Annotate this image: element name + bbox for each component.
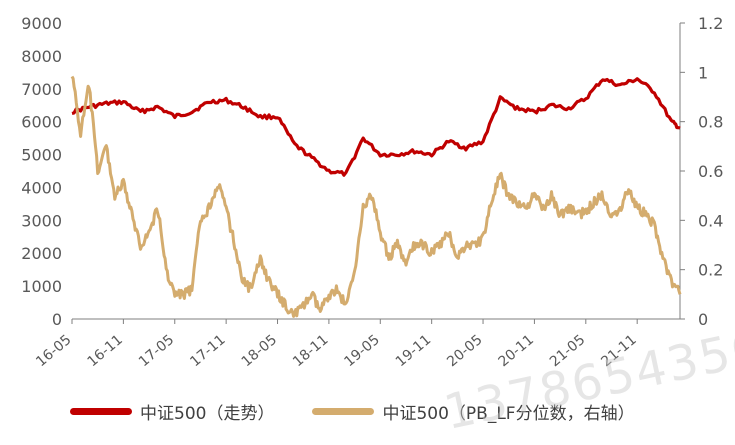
left-axis-tick-label: 7000 [21, 80, 62, 99]
legend-label-pb-percentile: 中证500（PB_LF分位数，右轴） [382, 403, 635, 424]
x-axis-tick-label: 19-05 [341, 332, 382, 370]
legend-item-pb-percentile: 中证500（PB_LF分位数，右轴） [312, 399, 635, 424]
right-axis-tick-label: 0.2 [698, 261, 723, 280]
x-axis-tick-label: 21-11 [598, 332, 639, 370]
left-axis-tick-label: 8000 [21, 47, 62, 66]
x-axis-tick-label: 20-05 [444, 332, 485, 370]
left-axis-tick-label: 6000 [21, 113, 62, 132]
right-axis-tick-label: 1.2 [698, 14, 723, 33]
x-axis-tick-label: 19-11 [393, 332, 434, 370]
x-axis-tick-label: 18-05 [239, 332, 280, 370]
chart-legend: 中证500（走势） 中证500（PB_LF分位数，右轴） [70, 396, 673, 426]
x-axis-tick-label: 17-11 [187, 332, 228, 370]
right-axis-tick-label: 0.4 [698, 211, 723, 230]
x-axis-tick-label: 16-05 [33, 332, 74, 370]
left-axis-tick-label: 4000 [21, 178, 62, 197]
legend-swatch-index [70, 407, 132, 415]
left-axis-tick-label: 9000 [21, 14, 62, 33]
left-axis-tick-label: 2000 [21, 244, 62, 263]
left-axis-tick-label: 5000 [21, 146, 62, 165]
x-axis-tick-label: 21-05 [547, 332, 588, 370]
legend-item-index: 中证500（走势） [70, 399, 274, 424]
x-axis-tick-label: 18-11 [290, 332, 331, 370]
left-axis-tick-label: 1000 [21, 277, 62, 296]
x-axis-tick-label: 20-11 [496, 332, 537, 370]
left-axis-tick-label: 0 [52, 310, 62, 329]
legend-swatch-pb-percentile [312, 407, 375, 415]
series-line-index [71, 77, 681, 177]
right-axis-tick-label: 0 [698, 310, 708, 329]
left-axis-tick-label: 3000 [21, 211, 62, 230]
right-axis-tick-label: 0.6 [698, 162, 723, 181]
legend-label-index: 中证500（走势） [140, 403, 275, 424]
x-axis-tick-label: 17-05 [136, 332, 177, 370]
right-axis-tick-label: 0.8 [698, 113, 723, 132]
right-axis-tick-label: 1 [698, 63, 708, 82]
x-axis-tick-label: 16-11 [84, 332, 125, 370]
series-line-pb-percentile [70, 75, 682, 318]
